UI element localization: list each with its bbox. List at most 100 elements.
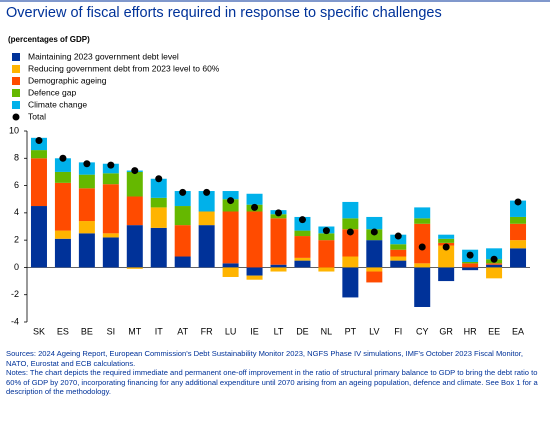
bar-segment	[270, 264, 287, 268]
legend-swatch	[12, 65, 20, 73]
bar-segment	[486, 267, 503, 279]
bar-segment	[342, 267, 359, 298]
x-tick-label: BE	[81, 326, 93, 336]
bar-segment	[222, 199, 239, 212]
bar-segment	[174, 206, 191, 226]
bar-segment	[270, 218, 287, 265]
bar-segment	[366, 240, 383, 268]
bar-segment	[150, 227, 167, 268]
total-dot	[179, 188, 187, 196]
bar-segment	[486, 264, 503, 268]
bar-segment	[54, 230, 71, 239]
bar-segment	[102, 237, 119, 268]
sources: Sources: 2024 Ageing Report, European Co…	[6, 349, 523, 368]
bar-segment	[366, 216, 383, 230]
x-tick-label: EA	[512, 326, 524, 336]
y-tick-label: 10	[9, 125, 19, 135]
bar-segment	[342, 229, 359, 257]
bar-segment	[414, 263, 431, 268]
total-dot	[322, 227, 330, 235]
bar-segment	[30, 206, 47, 268]
chart: Overview of fiscal efforts required in r…	[0, 0, 550, 336]
bar-segment	[342, 201, 359, 219]
x-tick-label: MT	[128, 326, 141, 336]
x-tick-label: FI	[394, 326, 402, 336]
y-tick-label: 2	[14, 235, 19, 245]
bar-segment	[246, 193, 263, 205]
bar-segment	[438, 234, 455, 239]
bar-segment	[150, 197, 167, 208]
y-tick-label: -2	[11, 289, 19, 299]
bar-segment	[78, 221, 95, 234]
bar-segment	[174, 225, 191, 257]
x-tick-label: PT	[345, 326, 357, 336]
bar-segment	[246, 267, 263, 276]
total-dot	[466, 251, 474, 259]
total-dot	[155, 175, 163, 183]
total-dot	[298, 216, 306, 224]
bar-segment	[78, 188, 95, 222]
bar-segment	[510, 248, 527, 268]
x-tick-label: DE	[296, 326, 309, 336]
bar-segment	[294, 230, 311, 237]
bar-segment	[54, 171, 71, 183]
bar-segment	[78, 174, 95, 189]
bar-segment	[222, 263, 239, 268]
total-dot	[275, 209, 282, 217]
bar-segment	[54, 158, 71, 172]
bar-segment	[198, 191, 215, 212]
bar-segment	[150, 207, 167, 228]
bar-segment	[126, 171, 143, 197]
bar-segment	[222, 211, 239, 264]
bar-segment	[510, 200, 527, 217]
bar-segment	[246, 275, 263, 280]
bar-segment	[486, 248, 503, 260]
legend-label: Demographic ageing	[28, 75, 107, 85]
bar-segment	[318, 267, 335, 272]
bar-segment	[78, 162, 95, 175]
x-tick-label: CY	[416, 326, 429, 336]
total-dot	[251, 203, 259, 211]
x-tick-label: ES	[57, 326, 69, 336]
bar-segment	[390, 256, 407, 261]
x-tick-label: GR	[439, 326, 453, 336]
bar-segment	[390, 260, 407, 268]
x-tick-label: EE	[488, 326, 500, 336]
chart-title: Overview of fiscal efforts required in r…	[6, 5, 442, 21]
x-tick-label: HR	[464, 326, 477, 336]
bar-segment	[414, 218, 431, 224]
legend-swatch	[12, 113, 20, 121]
bar-segment	[438, 245, 455, 268]
total-dot	[490, 255, 498, 263]
bar-segment	[366, 267, 383, 272]
bar-segment	[342, 256, 359, 268]
bar-segment	[366, 271, 383, 283]
bar-segment	[54, 238, 71, 268]
legend-label: Maintaining 2023 government debt level	[28, 51, 179, 61]
y-tick-label: 0	[14, 262, 19, 272]
bar-segment	[438, 238, 455, 243]
x-tick-label: SI	[107, 326, 116, 336]
bar-segment	[318, 240, 335, 268]
bar-segment	[102, 184, 119, 234]
x-tick-label: LU	[225, 326, 237, 336]
total-dot	[227, 197, 235, 205]
bar-segment	[462, 261, 479, 264]
footnotes: Sources: 2024 Ageing Report, European Co…	[6, 349, 544, 397]
x-tick-label: SK	[33, 326, 45, 336]
bar-segment	[294, 236, 311, 258]
x-tick-label: FR	[201, 326, 213, 336]
total-dot	[83, 160, 91, 168]
x-tick-label: IE	[250, 326, 259, 336]
total-dot	[35, 137, 43, 145]
bar-segment	[486, 263, 503, 265]
y-tick-label: 6	[14, 180, 19, 190]
bar-segment	[30, 158, 47, 207]
bar-segment	[78, 233, 95, 268]
bar-segment	[174, 256, 191, 268]
total-dot	[59, 154, 67, 162]
bar-segment	[270, 267, 287, 272]
total-dot	[442, 243, 450, 251]
total-dot	[370, 228, 378, 236]
legend-swatch	[12, 89, 20, 97]
